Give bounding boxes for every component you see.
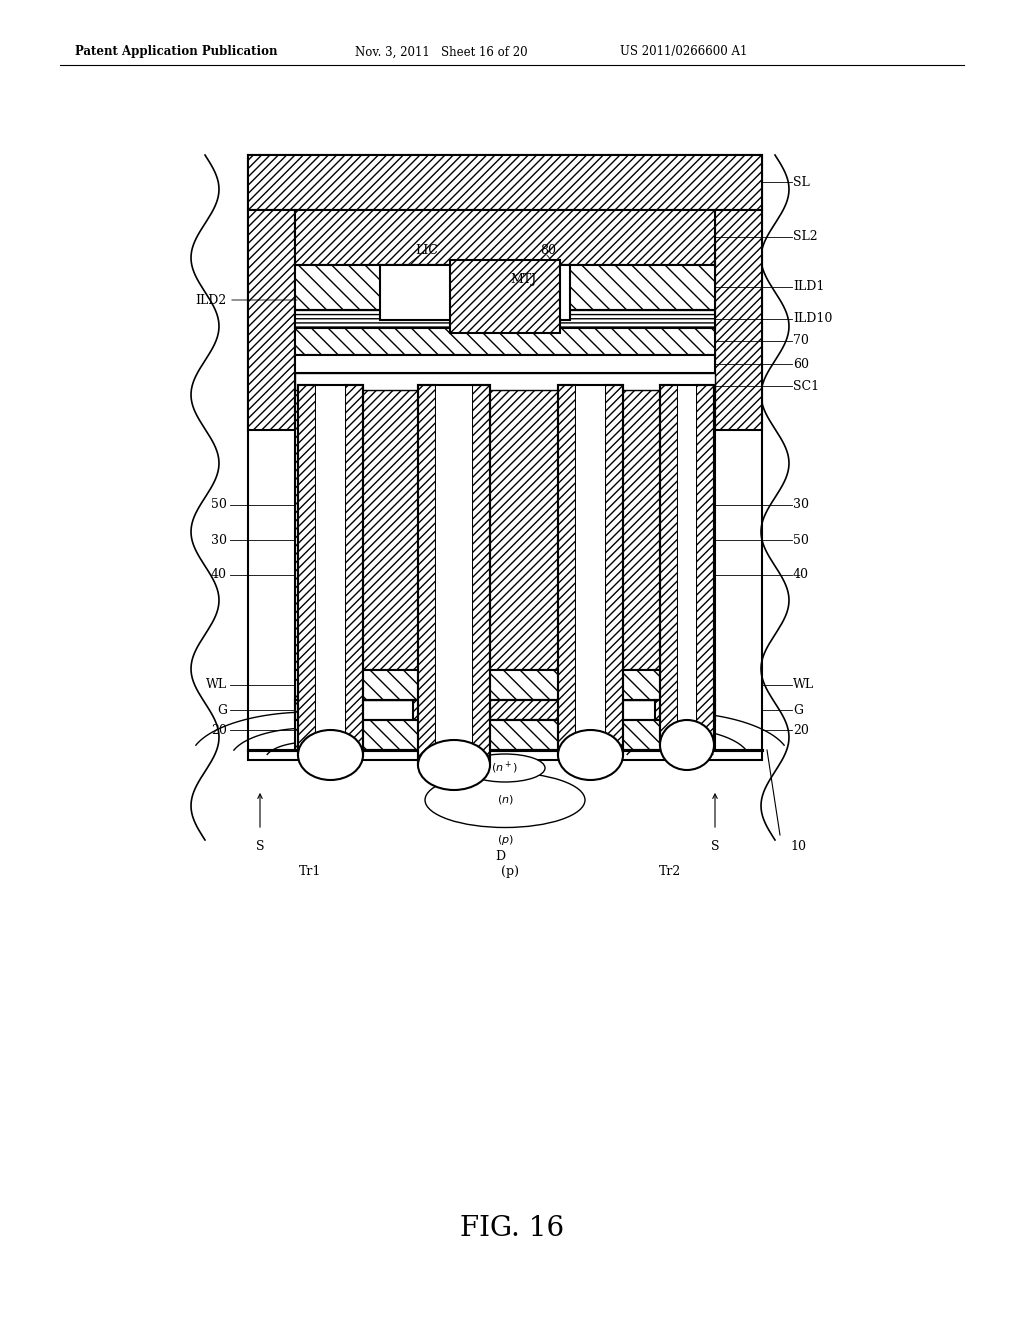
Bar bbox=[298, 385, 362, 755]
Bar bbox=[316, 385, 345, 755]
Bar bbox=[418, 385, 436, 766]
Bar bbox=[248, 154, 762, 210]
Bar bbox=[696, 385, 714, 744]
Text: 20: 20 bbox=[211, 723, 227, 737]
Bar bbox=[715, 210, 762, 430]
Text: 30: 30 bbox=[793, 499, 809, 511]
Bar bbox=[655, 700, 715, 719]
Bar bbox=[418, 385, 490, 766]
Text: $(n)$: $(n)$ bbox=[497, 793, 513, 807]
Text: ILD2: ILD2 bbox=[196, 293, 227, 306]
Bar bbox=[295, 355, 715, 374]
Bar bbox=[563, 700, 655, 719]
Bar bbox=[295, 671, 715, 700]
Text: 40: 40 bbox=[793, 569, 809, 582]
Bar bbox=[472, 385, 490, 766]
Ellipse shape bbox=[660, 719, 714, 770]
Bar bbox=[295, 210, 715, 265]
Text: ILD10: ILD10 bbox=[793, 313, 833, 326]
Text: MTJ: MTJ bbox=[510, 273, 537, 286]
Text: ILD1: ILD1 bbox=[793, 281, 824, 293]
Bar bbox=[605, 385, 623, 755]
Text: 40: 40 bbox=[211, 569, 227, 582]
Bar bbox=[295, 374, 715, 389]
Bar bbox=[248, 210, 295, 430]
Bar bbox=[295, 327, 715, 355]
Text: G: G bbox=[217, 704, 227, 717]
Text: 50: 50 bbox=[211, 499, 227, 511]
Text: D: D bbox=[495, 850, 505, 863]
Bar bbox=[380, 265, 570, 319]
Bar bbox=[413, 700, 563, 719]
Text: Nov. 3, 2011   Sheet 16 of 20: Nov. 3, 2011 Sheet 16 of 20 bbox=[355, 45, 527, 58]
Text: US 2011/0266600 A1: US 2011/0266600 A1 bbox=[620, 45, 748, 58]
Bar bbox=[295, 389, 715, 671]
Bar bbox=[298, 385, 316, 755]
Bar bbox=[575, 385, 605, 755]
Text: 60: 60 bbox=[793, 358, 809, 371]
Text: Tr1: Tr1 bbox=[299, 865, 322, 878]
Text: SC1: SC1 bbox=[793, 380, 819, 392]
Text: WL: WL bbox=[206, 678, 227, 692]
Text: 70: 70 bbox=[793, 334, 809, 347]
Text: FIG. 16: FIG. 16 bbox=[460, 1214, 564, 1242]
Bar bbox=[450, 260, 560, 333]
Bar bbox=[295, 265, 715, 310]
Ellipse shape bbox=[418, 741, 490, 789]
Text: Patent Application Publication: Patent Application Publication bbox=[75, 45, 278, 58]
Bar bbox=[660, 385, 714, 744]
Text: 10: 10 bbox=[790, 840, 806, 853]
Text: G: G bbox=[793, 704, 803, 717]
Bar bbox=[295, 700, 303, 719]
Text: LIC: LIC bbox=[415, 243, 438, 256]
Text: 20: 20 bbox=[793, 723, 809, 737]
Text: S: S bbox=[256, 840, 264, 853]
Bar bbox=[303, 700, 413, 719]
Ellipse shape bbox=[558, 730, 623, 780]
Text: WL: WL bbox=[793, 678, 814, 692]
Ellipse shape bbox=[298, 730, 362, 780]
Text: 50: 50 bbox=[793, 533, 809, 546]
Bar bbox=[295, 700, 715, 719]
Text: $(n^+)$: $(n^+)$ bbox=[492, 760, 518, 776]
Bar bbox=[295, 310, 715, 327]
Text: SL: SL bbox=[793, 176, 810, 189]
Text: Tr2: Tr2 bbox=[658, 865, 681, 878]
Text: SL2: SL2 bbox=[793, 231, 817, 243]
Bar bbox=[660, 385, 678, 744]
Ellipse shape bbox=[465, 754, 545, 781]
Bar bbox=[436, 385, 472, 766]
Bar bbox=[678, 385, 696, 744]
Ellipse shape bbox=[425, 772, 585, 828]
Text: S: S bbox=[711, 840, 719, 853]
Bar bbox=[558, 385, 623, 755]
Text: (p): (p) bbox=[501, 865, 519, 878]
Bar bbox=[558, 385, 575, 755]
Bar bbox=[345, 385, 362, 755]
Bar bbox=[248, 154, 762, 760]
Text: 30: 30 bbox=[211, 533, 227, 546]
Bar bbox=[295, 719, 715, 750]
Text: $(p)$: $(p)$ bbox=[497, 833, 513, 847]
Text: 80: 80 bbox=[540, 243, 556, 256]
